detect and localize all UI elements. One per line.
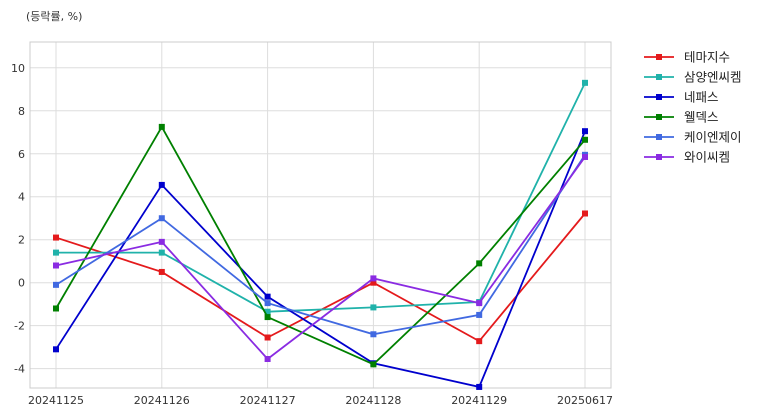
data-point — [582, 153, 588, 160]
legend-label: 삼양엔씨켐 — [684, 70, 742, 85]
series-line — [55, 125, 586, 366]
data-point — [476, 311, 483, 318]
series-layer — [53, 79, 588, 390]
series-line — [56, 82, 586, 313]
data-point — [264, 314, 271, 321]
data-point — [158, 268, 165, 275]
legend-entry: 와이씨켐 — [644, 150, 730, 165]
data-point — [476, 383, 483, 390]
x-tick-label: 20241127 — [240, 394, 296, 407]
legend-label: 와이씨켐 — [684, 150, 730, 165]
legend-label: 웰덱스 — [684, 110, 719, 125]
legend-entry: 삼양엔씨켐 — [644, 70, 742, 85]
data-point — [370, 361, 377, 368]
data-point — [370, 331, 377, 338]
x-tick-label: 20241128 — [345, 394, 401, 407]
data-point — [53, 305, 59, 312]
series-4 — [53, 123, 588, 368]
legend-entry: 테마지수 — [644, 50, 730, 65]
data-point — [158, 238, 165, 245]
data-point — [582, 136, 588, 143]
x-tick-label: 20241125 — [28, 394, 84, 407]
y-tick-label: 8 — [18, 105, 25, 118]
data-point — [264, 334, 271, 341]
series-6 — [53, 153, 588, 362]
legend-entry: 케이엔제이 — [644, 130, 742, 145]
data-point — [53, 281, 59, 288]
data-point — [582, 79, 588, 86]
series-line — [55, 130, 586, 388]
data-point — [476, 338, 483, 345]
data-point — [264, 308, 271, 315]
grid — [30, 42, 611, 388]
data-point — [158, 215, 165, 222]
data-point — [158, 123, 165, 130]
legend-label: 테마지수 — [684, 50, 730, 65]
y-tick-label: 0 — [18, 277, 25, 290]
x-tick-label: 20241126 — [134, 394, 190, 407]
y-tick-label: 10 — [11, 62, 25, 75]
data-point — [370, 304, 377, 311]
series-line — [55, 154, 586, 336]
y-tick-label: -2 — [14, 320, 25, 333]
y-tick-label: 6 — [18, 148, 25, 161]
data-point — [53, 346, 59, 353]
legend-marker — [656, 54, 662, 60]
data-point — [370, 279, 377, 286]
data-point — [264, 355, 271, 362]
data-point — [158, 181, 165, 188]
x-tick-label: 20250617 — [557, 394, 613, 407]
data-point — [476, 300, 483, 307]
legend-marker — [656, 74, 662, 80]
x-tick-label: 20241129 — [451, 394, 507, 407]
data-point — [264, 300, 271, 307]
y-unit-label: (등락률, %) — [26, 10, 82, 23]
series-3 — [53, 128, 588, 390]
legend-marker — [656, 134, 662, 140]
data-point — [158, 249, 165, 256]
data-point — [582, 210, 588, 217]
legend-label: 케이엔제이 — [684, 130, 742, 145]
data-point — [370, 275, 377, 282]
data-point — [53, 234, 59, 241]
y-tick-label: -4 — [14, 363, 25, 376]
legend-entry: 네패스 — [644, 90, 719, 105]
y-tick-label: 4 — [18, 191, 25, 204]
series-line — [55, 156, 586, 361]
y-tick-label: 2 — [18, 234, 25, 247]
y-axis-ticks: -4 -2 0 2 4 6 8 10 — [11, 62, 25, 376]
data-point — [476, 260, 483, 267]
legend-marker — [656, 114, 662, 120]
x-axis-ticks: 20241125 20241126 20241127 20241128 20241129… — [28, 394, 613, 407]
series-2 — [53, 79, 588, 315]
data-point — [53, 262, 59, 269]
plot-frame — [29, 41, 612, 389]
legend-marker — [656, 94, 662, 100]
data-point — [582, 128, 588, 135]
legend-entry: 웰덱스 — [644, 110, 719, 125]
data-point — [53, 249, 59, 256]
data-point — [264, 293, 271, 300]
legend-marker — [656, 154, 662, 160]
legend-label: 네패스 — [684, 90, 719, 105]
